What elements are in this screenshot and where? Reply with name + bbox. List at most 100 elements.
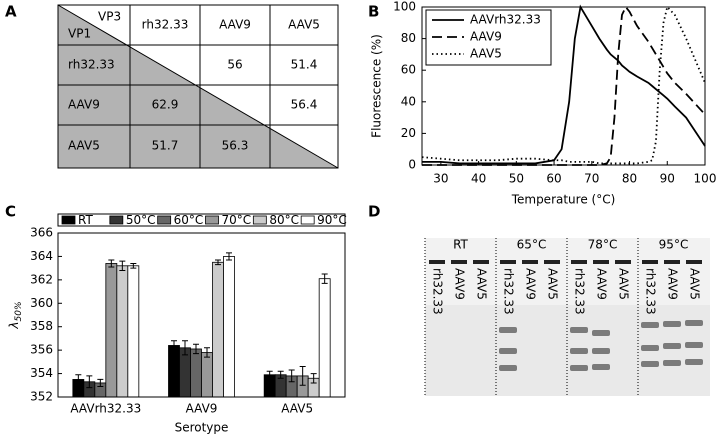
column-header: rh32.33 bbox=[142, 18, 189, 32]
line-series bbox=[422, 5, 706, 166]
protein-band bbox=[641, 322, 659, 328]
plot-frame bbox=[57, 232, 346, 398]
well-band bbox=[571, 260, 587, 264]
cell-value: 62.9 bbox=[152, 98, 179, 112]
cell-value: 56.4 bbox=[291, 98, 318, 112]
y-axis-label: λ bbox=[7, 321, 21, 329]
protein-band bbox=[499, 348, 517, 354]
lane-label: AAV5 bbox=[546, 268, 560, 300]
row-header: rh32.33 bbox=[68, 58, 115, 72]
well-band bbox=[642, 260, 658, 264]
corner-label: VP3 bbox=[98, 10, 121, 24]
well-band bbox=[473, 260, 489, 264]
column-header: AAV5 bbox=[288, 18, 320, 32]
error-bar bbox=[97, 378, 104, 387]
y-tick-label: 362 bbox=[30, 272, 53, 286]
table-border bbox=[57, 4, 339, 169]
error-bar bbox=[226, 252, 232, 261]
y-tick-label: 356 bbox=[30, 343, 53, 357]
lane-label: AAV9 bbox=[595, 268, 609, 300]
legend-swatch bbox=[252, 215, 267, 225]
legend-label: AAV9 bbox=[470, 30, 502, 44]
lane-label: rh32.33 bbox=[644, 268, 658, 315]
x-tick-label: 100 bbox=[694, 172, 717, 186]
y-tick-label: 366 bbox=[30, 226, 53, 240]
well-band bbox=[522, 260, 538, 264]
protein-band bbox=[570, 365, 588, 371]
lane-label: AAV9 bbox=[453, 268, 467, 300]
x-tick-label: AAV9 bbox=[186, 402, 218, 416]
legend-swatch bbox=[109, 215, 124, 225]
well-band bbox=[544, 260, 560, 264]
panel-label: A bbox=[5, 3, 17, 21]
well-band bbox=[686, 260, 702, 264]
legend-label: 60°C bbox=[174, 213, 204, 227]
x-axis-label: Serotype bbox=[175, 421, 229, 435]
lane-label: rh32.33 bbox=[573, 268, 587, 315]
protein-band bbox=[592, 348, 610, 354]
protein-band bbox=[570, 348, 588, 354]
bar bbox=[105, 263, 118, 398]
protein-band bbox=[685, 320, 703, 326]
panel-label: C bbox=[5, 203, 16, 221]
error-bar bbox=[171, 340, 177, 351]
condition-label: 65°C bbox=[517, 238, 547, 252]
protein-band bbox=[641, 361, 659, 367]
chart-b: 30 40 50 60 70 80 90 100 0 20 40 60 80 100 Temperature… bbox=[370, 0, 717, 207]
bar bbox=[201, 352, 213, 398]
error-bar bbox=[299, 366, 306, 386]
y-tick-label: 360 bbox=[30, 296, 53, 310]
y-tick-label: 20 bbox=[401, 126, 416, 140]
x-tick-label: AAVrh32.33 bbox=[70, 402, 141, 416]
line-series bbox=[422, 4, 706, 165]
y-tick-label: 60 bbox=[401, 63, 416, 77]
x-tick-label: 70 bbox=[584, 172, 599, 186]
legend-swatch bbox=[61, 215, 76, 225]
error-bar bbox=[86, 375, 93, 389]
well-band bbox=[664, 260, 680, 264]
diagonal bbox=[57, 4, 339, 169]
bar bbox=[127, 265, 140, 398]
legend-swatch bbox=[157, 215, 172, 225]
bar bbox=[223, 256, 235, 398]
protein-band bbox=[592, 364, 610, 370]
legend-swatch bbox=[300, 215, 315, 225]
error-bar bbox=[310, 373, 317, 384]
error-bar bbox=[193, 343, 199, 355]
cell-value: 56.3 bbox=[222, 139, 249, 153]
y-tick-label: 354 bbox=[30, 366, 53, 380]
well-band bbox=[593, 260, 609, 264]
error-bar bbox=[108, 259, 115, 268]
y-tick-label: 358 bbox=[30, 319, 53, 333]
legend-label: 90°C bbox=[317, 213, 347, 227]
gel-lanes: RT rh32.33 AAV9 AAV5 65°C rh32.33 AAV9 AAV5 78°C… bbox=[424, 238, 703, 396]
table: VP3 VP1 bbox=[57, 4, 339, 169]
row-header: AAV5 bbox=[68, 139, 100, 153]
x-tick-label: 90 bbox=[660, 172, 675, 186]
y-axis-label: Fluorescence (%) bbox=[370, 34, 384, 138]
cell-value: 51.7 bbox=[152, 139, 179, 153]
bar bbox=[168, 345, 180, 398]
error-bar bbox=[277, 370, 284, 379]
y-tick-label: 40 bbox=[401, 94, 416, 108]
protein-band bbox=[685, 359, 703, 365]
cell-value: 51.4 bbox=[291, 58, 318, 72]
lane-label: rh32.33 bbox=[502, 268, 516, 315]
cell-value: 56 bbox=[227, 58, 242, 72]
bar bbox=[190, 348, 202, 398]
error-bar bbox=[215, 259, 221, 266]
y-tick-label: 0 bbox=[408, 158, 416, 172]
well-band bbox=[615, 260, 631, 264]
error-bar bbox=[182, 340, 188, 356]
legend-label: 50°C bbox=[126, 213, 156, 227]
error-bar bbox=[204, 347, 210, 358]
table-cells: rh32.33 AAV9 AAV5 rh32.33 56 51.4 AAV9 62.9 56.4… bbox=[68, 18, 320, 153]
protein-band bbox=[685, 342, 703, 348]
protein-band bbox=[663, 360, 681, 366]
error-bar bbox=[119, 260, 126, 271]
condition-label: 95°C bbox=[659, 238, 689, 252]
gel-lower bbox=[425, 305, 710, 396]
protein-band bbox=[499, 365, 517, 371]
